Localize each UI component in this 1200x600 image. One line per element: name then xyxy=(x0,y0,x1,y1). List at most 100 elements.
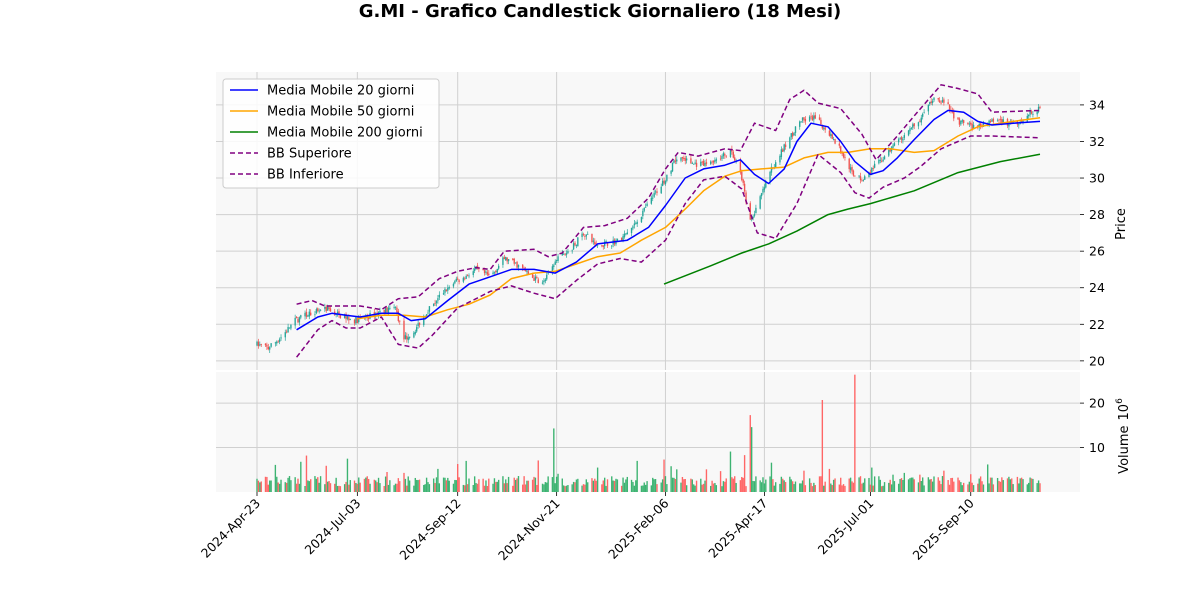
candle xyxy=(414,329,416,336)
volume-bar xyxy=(775,482,777,492)
candle-body xyxy=(897,139,900,143)
volume-bar xyxy=(403,472,405,492)
volume-bar xyxy=(783,480,785,492)
candle-body xyxy=(264,343,267,346)
volume-bar xyxy=(712,483,715,492)
candle xyxy=(635,221,637,225)
candle xyxy=(940,100,942,105)
volume-bar xyxy=(366,476,368,492)
candle-body xyxy=(861,180,863,182)
candle-body xyxy=(527,271,530,275)
candle-body xyxy=(626,232,628,235)
volume-bar xyxy=(328,481,330,492)
candle xyxy=(304,310,306,320)
candle-body xyxy=(760,193,763,197)
volume-bar xyxy=(879,479,881,492)
candle-body xyxy=(324,306,326,309)
candle xyxy=(801,117,804,123)
candle-body xyxy=(859,176,862,181)
volume-bar xyxy=(304,486,306,492)
x-tick-label: 2025-Feb-06 xyxy=(605,495,671,561)
candle xyxy=(642,208,644,220)
candle-body xyxy=(725,155,727,157)
candle-body xyxy=(636,221,638,224)
candle xyxy=(534,274,537,283)
volume-bar xyxy=(393,485,395,492)
volume-bar xyxy=(971,482,973,492)
volume-bar xyxy=(408,480,411,492)
candle-body xyxy=(492,272,494,275)
volume-bar xyxy=(661,479,664,492)
candle xyxy=(800,120,802,123)
candle-body xyxy=(317,308,319,311)
volume-bar xyxy=(674,478,677,492)
volume-bar xyxy=(953,481,955,492)
volume-bar xyxy=(910,477,913,492)
candle-body xyxy=(561,253,563,256)
candle xyxy=(759,194,761,210)
volume-bar xyxy=(831,485,833,492)
candle xyxy=(967,122,969,126)
volume-bar xyxy=(561,478,563,492)
candle xyxy=(259,341,261,347)
candle xyxy=(533,274,535,282)
candle xyxy=(274,341,277,347)
volume-bar xyxy=(338,485,340,492)
candle xyxy=(585,234,588,240)
candle xyxy=(472,268,474,278)
volume-bar xyxy=(991,477,993,492)
candle-body xyxy=(495,270,497,273)
candle-body xyxy=(734,157,736,161)
candle-body xyxy=(1001,119,1003,124)
volume-bar xyxy=(318,482,320,492)
candle-body xyxy=(743,183,746,192)
candle xyxy=(848,157,850,173)
volume-bar xyxy=(683,479,685,492)
candle-body xyxy=(920,117,922,123)
volume-bar xyxy=(595,480,597,492)
candle xyxy=(270,342,272,348)
volume-bar xyxy=(721,486,723,492)
candle xyxy=(685,155,688,164)
volume-bar xyxy=(345,481,347,492)
candle-body xyxy=(298,317,301,323)
volume-bar xyxy=(931,481,934,492)
candle xyxy=(318,308,320,314)
candle xyxy=(502,255,504,268)
candle-body xyxy=(656,191,658,193)
candle-body xyxy=(849,167,852,170)
candle xyxy=(507,258,510,265)
candle xyxy=(861,178,863,182)
candle xyxy=(909,126,911,135)
candle xyxy=(654,189,657,195)
volume-bar xyxy=(960,482,962,492)
candle xyxy=(349,318,351,321)
volume-bar xyxy=(897,483,900,492)
candle-body xyxy=(821,124,824,129)
price-tick-label: 32 xyxy=(1089,134,1105,149)
volume-bar xyxy=(482,478,484,492)
candle-body xyxy=(300,315,302,318)
volume-bar xyxy=(909,478,911,492)
volume-bar xyxy=(454,479,456,492)
candle-body xyxy=(739,161,742,173)
volume-axis-label: Volume106 xyxy=(1115,398,1132,474)
volume-bar xyxy=(789,476,791,492)
candle-body xyxy=(794,126,797,133)
candle-body xyxy=(432,303,435,306)
volume-bar xyxy=(547,476,549,492)
candle-body xyxy=(343,314,346,319)
x-tick-label: 2025-Sep-10 xyxy=(909,495,976,562)
candle xyxy=(455,276,457,283)
candle-body xyxy=(585,234,588,237)
candle-body xyxy=(912,124,914,128)
volume-bar xyxy=(492,483,494,492)
x-tick-label: 2025-Jul-01 xyxy=(815,496,877,558)
volume-bar xyxy=(933,476,935,492)
candle-body xyxy=(274,342,277,344)
volume-bar xyxy=(295,483,298,492)
candle-body xyxy=(711,161,713,163)
candle xyxy=(711,160,713,165)
volume-bar xyxy=(1028,482,1030,492)
volume-bar xyxy=(709,485,712,492)
